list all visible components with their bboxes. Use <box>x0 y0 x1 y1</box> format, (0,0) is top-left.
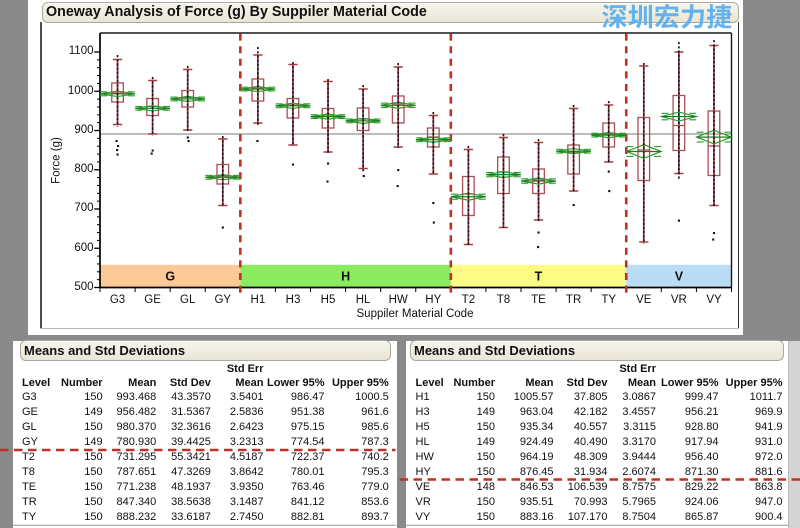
svg-text:V: V <box>675 270 684 284</box>
svg-text:T: T <box>535 270 543 284</box>
svg-text:H: H <box>341 270 350 284</box>
svg-text:G: G <box>165 270 175 284</box>
